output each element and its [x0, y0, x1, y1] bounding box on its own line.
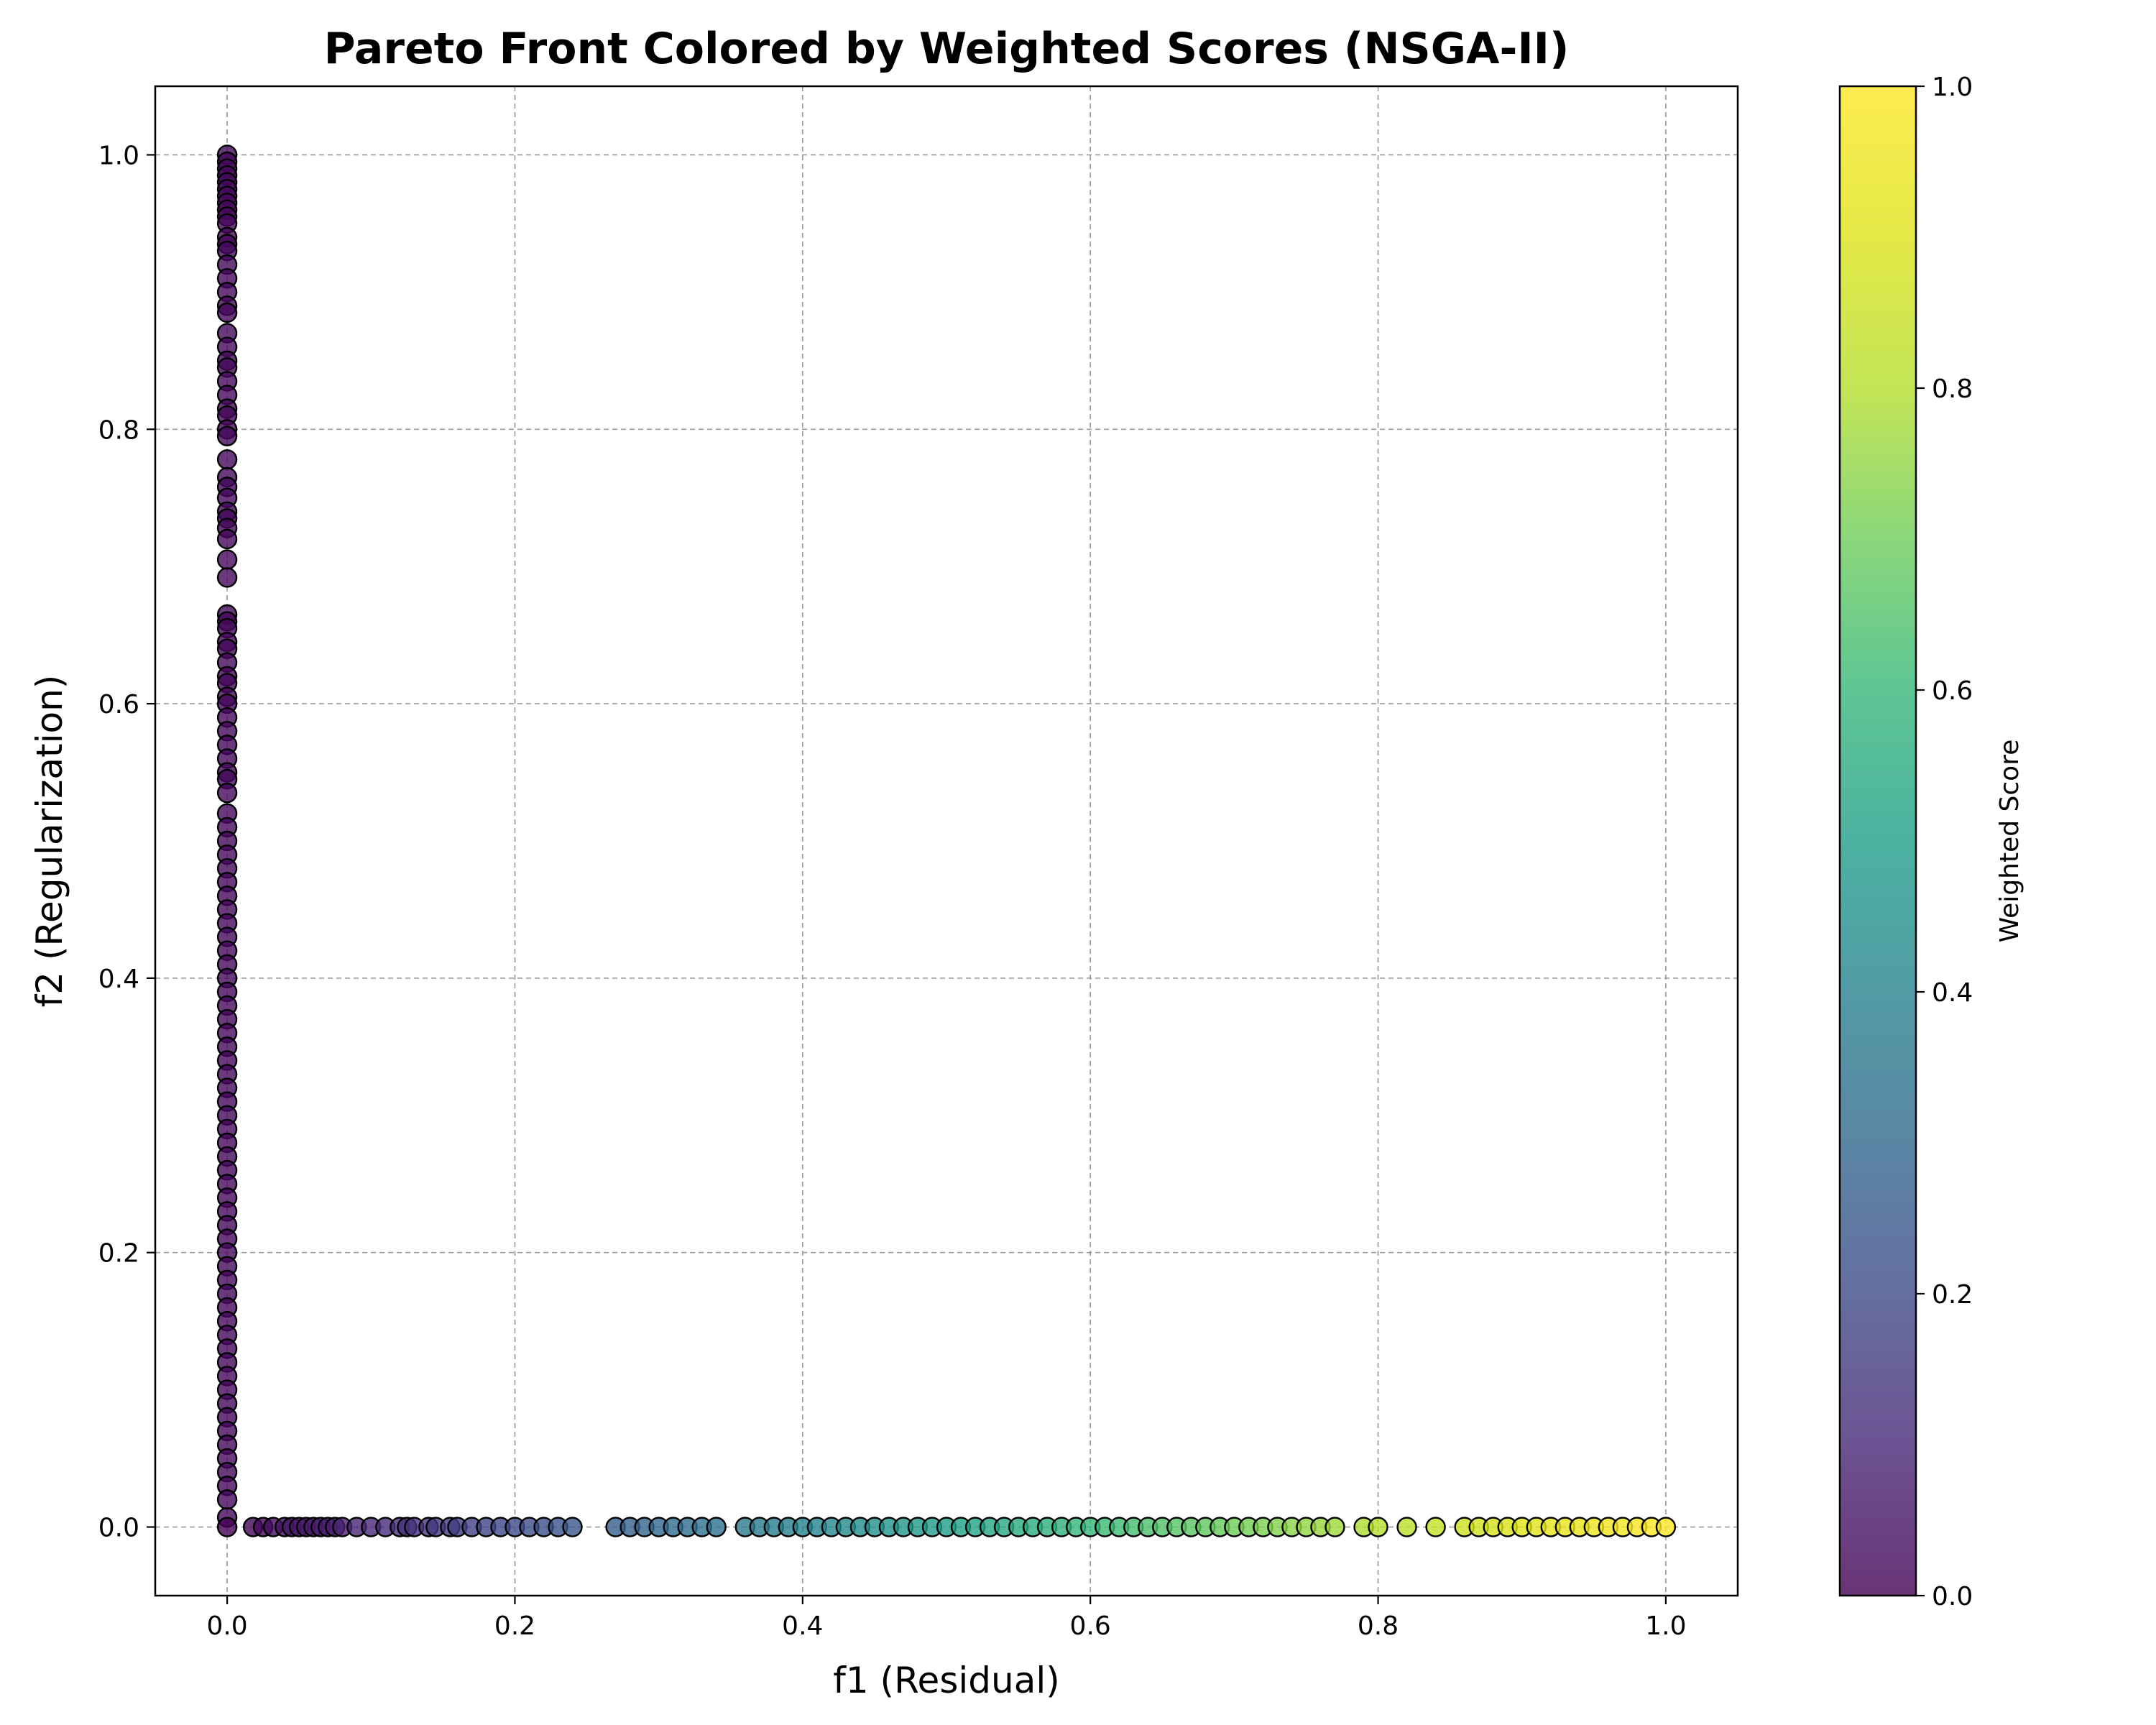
colorbar-tick-label: 0.0 — [1932, 1582, 1973, 1611]
scatter-point — [1425, 1517, 1446, 1537]
scatter-points — [216, 144, 1677, 1537]
x-tick-label: 0.6 — [1070, 1611, 1111, 1641]
scatter-point — [216, 567, 238, 588]
colorbar-tick-label: 0.8 — [1932, 374, 1973, 404]
grid — [155, 86, 1738, 1596]
y-axis-label: f2 (Regularization) — [29, 675, 70, 1008]
x-axis-ticks: 0.0 0.2 0.4 0.6 0.8 1.0 — [206, 1596, 1687, 1641]
scatter-point — [1655, 1517, 1677, 1537]
scatter-point — [706, 1517, 727, 1537]
scatter-point — [1396, 1517, 1417, 1537]
scatter-point — [1368, 1517, 1388, 1537]
colorbar-label: Weighted Score — [1995, 740, 2024, 943]
colorbar-tick-label: 0.2 — [1932, 1280, 1973, 1310]
y-tick-label: 0.6 — [98, 690, 139, 719]
x-tick-label: 0.4 — [782, 1611, 823, 1641]
scatter-point — [216, 528, 238, 550]
y-tick-label: 0.2 — [98, 1239, 139, 1269]
scatter-point — [216, 426, 238, 447]
y-axis-ticks: 0.0 0.2 0.4 0.6 0.8 1.0 — [98, 141, 155, 1543]
colorbar-tick-label: 0.6 — [1932, 676, 1973, 706]
scatter-point — [216, 302, 238, 323]
scatter-point — [1325, 1517, 1345, 1537]
x-axis-label: f1 (Residual) — [833, 1660, 1059, 1701]
colorbar-tick-label: 0.4 — [1932, 978, 1973, 1008]
scatter-point — [216, 549, 238, 570]
scatter-point — [562, 1517, 583, 1537]
x-tick-label: 0.8 — [1358, 1611, 1399, 1641]
scatter-point — [216, 782, 238, 804]
y-tick-label: 1.0 — [98, 141, 139, 170]
x-tick-label: 0.0 — [206, 1611, 247, 1641]
colorbar-ticks: 0.0 0.2 0.4 0.6 0.8 1.0 — [1916, 73, 1973, 1611]
y-tick-label: 0.4 — [98, 965, 139, 994]
scatter-point — [216, 449, 238, 470]
y-tick-label: 0.8 — [98, 415, 139, 445]
y-tick-label: 0.0 — [98, 1514, 139, 1543]
scatter-point — [216, 1489, 238, 1510]
colorbar — [1838, 85, 1917, 1597]
scatter-point — [216, 1517, 238, 1537]
colorbar-tick-label: 1.0 — [1932, 73, 1973, 102]
chart-title: Pareto Front Colored by Weighted Scores … — [324, 24, 1570, 74]
x-tick-label: 1.0 — [1645, 1611, 1686, 1641]
x-tick-label: 0.2 — [494, 1611, 535, 1641]
plot-frame — [154, 85, 1739, 1597]
